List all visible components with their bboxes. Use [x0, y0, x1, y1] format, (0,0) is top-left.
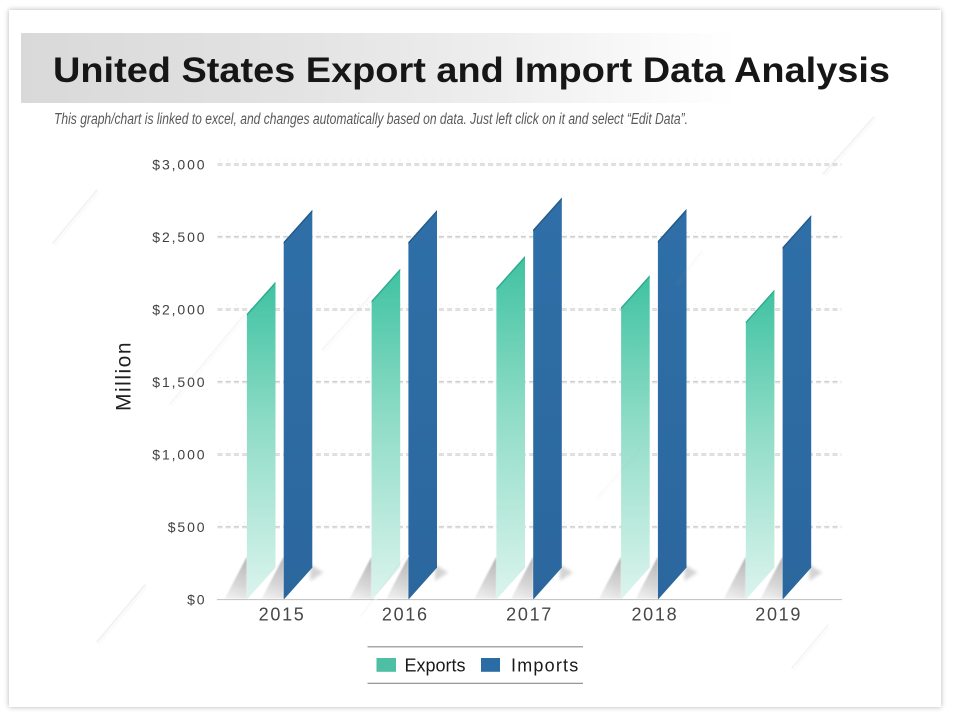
svg-text:$500: $500: [168, 519, 207, 535]
svg-text:$1,000: $1,000: [152, 447, 206, 463]
svg-text:$3,000: $3,000: [152, 157, 206, 173]
svg-text:2019: 2019: [755, 605, 802, 625]
svg-text:2015: 2015: [259, 605, 306, 625]
svg-text:Imports: Imports: [511, 656, 579, 676]
svg-text:$0: $0: [187, 592, 206, 608]
svg-text:Million: Million: [113, 341, 136, 411]
svg-text:2017: 2017: [506, 605, 553, 625]
svg-text:$2,000: $2,000: [152, 302, 206, 318]
svg-text:$2,500: $2,500: [152, 229, 206, 245]
svg-text:2018: 2018: [631, 605, 678, 625]
svg-text:Exports: Exports: [405, 656, 466, 676]
svg-text:$1,500: $1,500: [152, 374, 206, 390]
svg-text:2016: 2016: [382, 605, 429, 625]
